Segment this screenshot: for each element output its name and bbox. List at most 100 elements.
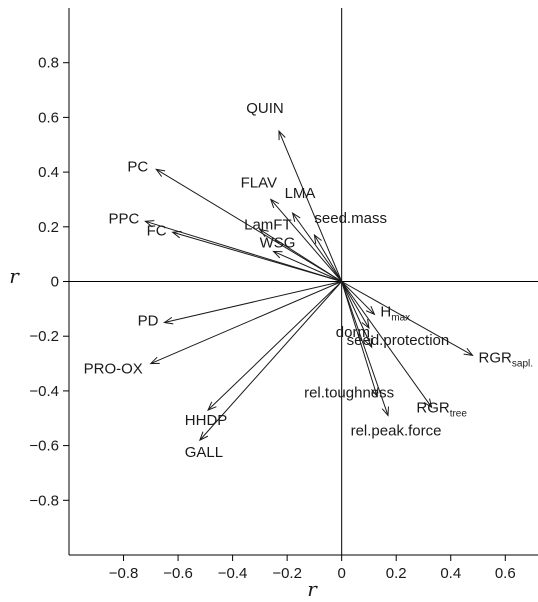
- vector-arrowhead: [171, 230, 182, 239]
- vector-arrow-line: [313, 234, 343, 282]
- vector-arrowhead: [163, 316, 174, 325]
- x-tick-label: 0.6: [495, 565, 516, 582]
- vector-label: PC: [127, 158, 148, 175]
- vector-label: dorm.: [336, 324, 374, 341]
- vector-arrow-line: [341, 281, 378, 397]
- vector-label: rel.peak.force: [351, 423, 442, 440]
- vector-arrowhead: [371, 387, 379, 398]
- vector-arrow-line: [150, 281, 342, 365]
- vector-arrowhead: [463, 348, 474, 357]
- vector-arrow-line: [278, 130, 343, 282]
- vector-label: PRO-OX: [84, 361, 143, 378]
- y-tick-label: −0.6: [29, 438, 59, 455]
- vector-arrow-line: [341, 281, 370, 329]
- vector-arrowhead: [269, 198, 279, 209]
- y-tick-label: −0.2: [29, 328, 59, 345]
- vector-fc: FC: [147, 222, 342, 282]
- vector-lamft: LamFT: [244, 217, 342, 282]
- vector-arrowhead: [272, 250, 283, 259]
- vector-arrowhead: [198, 431, 209, 442]
- vector-arrow-line: [155, 168, 342, 282]
- vector-arrow-line: [164, 281, 342, 324]
- vector-lma: LMA: [285, 185, 343, 282]
- vector-h-max: Hmax: [341, 281, 410, 323]
- vector-gall: GALL: [185, 281, 343, 461]
- vector-arrowhead: [258, 228, 269, 238]
- vector-arrow-line: [259, 229, 342, 282]
- y-tick-label: 0: [51, 274, 59, 291]
- vector-label: WSG: [260, 234, 296, 251]
- axis-ticks: −0.8 −0.6 −0.4 −0.2 0 0.2 0.4 0.6 0.8 0.6 0.4 0.2 0 −…: [29, 55, 515, 582]
- x-tick-label: 0: [338, 565, 346, 582]
- vector-label: GALL: [185, 444, 223, 461]
- vector-label: PPC: [109, 210, 140, 227]
- vector-label: FLAV: [241, 174, 277, 191]
- vector-arrow-line: [172, 231, 342, 282]
- vector-arrowhead: [364, 338, 373, 349]
- vector-dorm: dorm.: [336, 281, 374, 341]
- plot-frame: [68, 8, 538, 556]
- x-tick-label: −0.6: [163, 565, 193, 582]
- vector-arrowhead: [381, 406, 389, 417]
- x-tick-label: −0.2: [272, 565, 302, 582]
- vector-label: LamFT: [244, 217, 292, 234]
- vector-arrow-line: [207, 281, 343, 411]
- vector-rgr-tree: RGRtree: [341, 281, 467, 419]
- y-tick-label: 0.8: [38, 55, 59, 72]
- x-tick-label: 0.2: [386, 565, 407, 582]
- vector-label: seed.protection: [347, 332, 450, 349]
- vector-quin: QUIN: [246, 100, 343, 282]
- vector-arrow-line: [273, 250, 342, 282]
- vector-arrowhead: [155, 168, 166, 177]
- vector-arrow-line: [341, 281, 373, 348]
- vector-flav: FLAV: [241, 174, 343, 282]
- vector-rgr-sapl: RGRsapl.: [341, 281, 533, 369]
- vector-label: LMA: [285, 185, 316, 202]
- vector-arrowhead: [365, 305, 376, 316]
- vector-label: RGRsapl.: [479, 349, 533, 369]
- vector-arrowhead: [313, 233, 322, 244]
- vector-arrow-line: [341, 281, 389, 416]
- y-axis-title: r: [9, 264, 20, 288]
- y-tick-label: −0.8: [29, 492, 59, 509]
- vector-hhdp: HHDP: [185, 281, 343, 429]
- vector-label: Hmax: [380, 303, 410, 323]
- vector-seed-protection: seed.protection: [341, 281, 450, 349]
- vector-seed-mass: seed.mass: [313, 210, 387, 282]
- vector-arrow-line: [341, 281, 473, 356]
- vector-label: RGRtree: [416, 399, 467, 419]
- y-tick-label: 0.4: [38, 164, 59, 181]
- vector-label: QUIN: [246, 100, 284, 117]
- vector-arrowhead: [278, 129, 286, 141]
- y-tick-label: −0.4: [29, 383, 59, 400]
- vector-arrow-line: [270, 199, 343, 282]
- vector-label: seed.mass: [314, 210, 387, 227]
- vector-arrowhead: [291, 212, 301, 222]
- vector-rel-toughness: rel.toughness: [304, 281, 394, 401]
- vector-label: PD: [138, 313, 159, 330]
- vector-arrowhead: [361, 319, 370, 330]
- x-tick-label: −0.8: [109, 565, 139, 582]
- vector-wsg: WSG: [260, 234, 342, 282]
- vector-arrowhead: [144, 220, 155, 228]
- vector-arrowhead: [423, 398, 433, 409]
- vector-arrow-line: [341, 281, 433, 408]
- vector-label: FC: [147, 222, 167, 239]
- vector-rel-peak-force: rel.peak.force: [341, 281, 442, 440]
- x-axis-title: r: [307, 577, 318, 601]
- vector-arrowhead: [149, 356, 160, 365]
- vector-pro-ox: PRO-OX: [84, 281, 342, 378]
- vector-arrow-line: [292, 212, 343, 282]
- vector-label: HHDP: [185, 412, 228, 429]
- x-tick-label: −0.4: [218, 565, 248, 582]
- vector-arrowhead: [207, 401, 217, 411]
- vector-arrow-line: [341, 281, 375, 315]
- y-tick-label: 0.6: [38, 109, 59, 126]
- vector-pc: PC: [127, 158, 342, 282]
- y-tick-label: 0.2: [38, 219, 59, 236]
- x-tick-label: 0.4: [440, 565, 461, 582]
- vector-arrow-line: [199, 281, 343, 441]
- vector-group: QUIN PC FLAV LMA PPC LamFT seed.mass FC WSG PD PRO…: [84, 100, 533, 461]
- vector-pd: PD: [138, 281, 342, 330]
